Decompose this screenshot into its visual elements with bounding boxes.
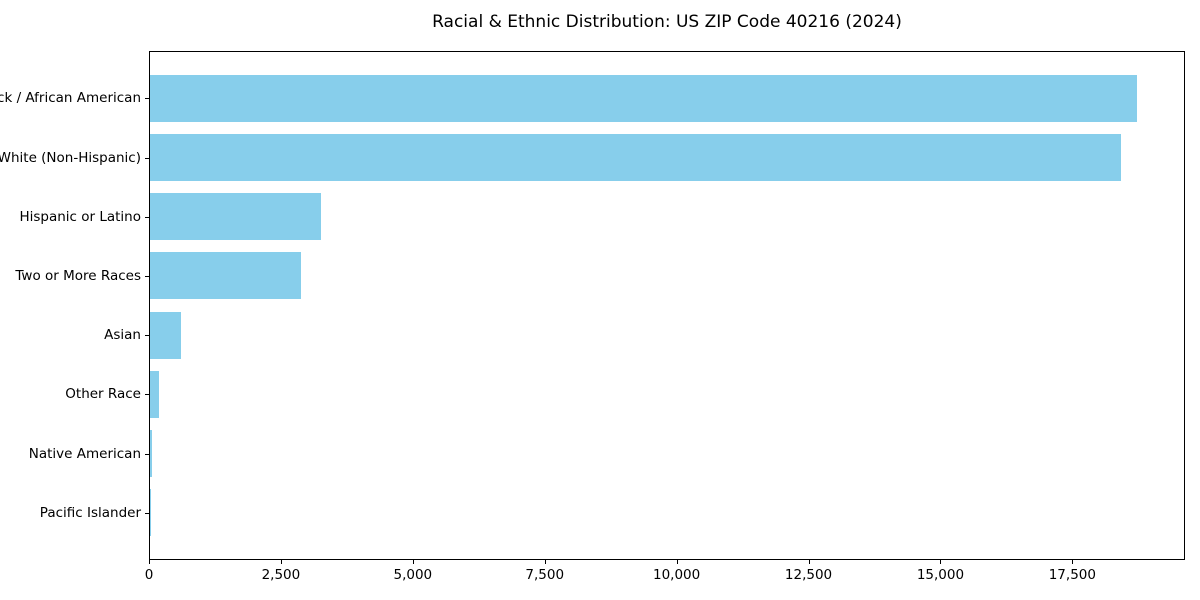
y-axis-label: Two or More Races xyxy=(15,267,141,284)
y-tick-mark xyxy=(145,98,149,100)
y-axis-label: Pacific Islander xyxy=(39,504,141,521)
x-tick-mark xyxy=(676,560,678,564)
x-tick-label: 0 xyxy=(144,567,154,583)
x-tick-mark xyxy=(149,560,150,564)
bar-hispanic-or-latino xyxy=(150,193,321,241)
x-tick-label: 2,500 xyxy=(261,567,301,583)
y-tick-mark xyxy=(145,512,149,514)
bar-native-american xyxy=(150,430,152,477)
plot-area xyxy=(149,51,1185,560)
y-tick-mark xyxy=(145,453,149,455)
x-tick-mark xyxy=(1072,560,1074,564)
x-tick-label: 12,500 xyxy=(784,567,833,583)
bar-other-race xyxy=(150,370,160,418)
x-tick-label: 15,000 xyxy=(916,567,965,583)
bar-black-african-american xyxy=(150,74,1137,122)
y-axis-label: Native American xyxy=(28,445,141,462)
y-axis-label: Other Race xyxy=(65,386,141,403)
x-tick-mark xyxy=(280,560,282,564)
chart-title: Racial & Ethnic Distribution: US ZIP Cod… xyxy=(432,12,902,32)
x-tick-label: 5,000 xyxy=(393,567,433,583)
x-tick-mark xyxy=(412,560,414,564)
x-tick-label: 10,000 xyxy=(653,567,701,583)
bar-asian xyxy=(150,311,182,359)
x-tick-label: 7,500 xyxy=(525,567,565,583)
bar-white-non-hispanic xyxy=(150,134,1121,181)
y-axis-label: Hispanic or Latino xyxy=(19,208,141,225)
y-tick-mark xyxy=(145,335,149,337)
y-tick-mark xyxy=(145,275,149,277)
x-tick-mark xyxy=(808,560,810,564)
x-tick-mark xyxy=(940,560,942,564)
y-axis-label: Black / African American xyxy=(0,90,141,107)
x-tick-mark xyxy=(544,560,546,564)
y-axis-label: White (Non-Hispanic) xyxy=(0,149,141,166)
y-tick-mark xyxy=(145,157,149,159)
bar-two-or-more-races xyxy=(150,252,301,300)
y-axis-label: Asian xyxy=(104,327,141,344)
y-tick-mark xyxy=(145,394,149,396)
y-tick-mark xyxy=(145,216,149,218)
x-tick-label: 17,500 xyxy=(1048,567,1096,583)
